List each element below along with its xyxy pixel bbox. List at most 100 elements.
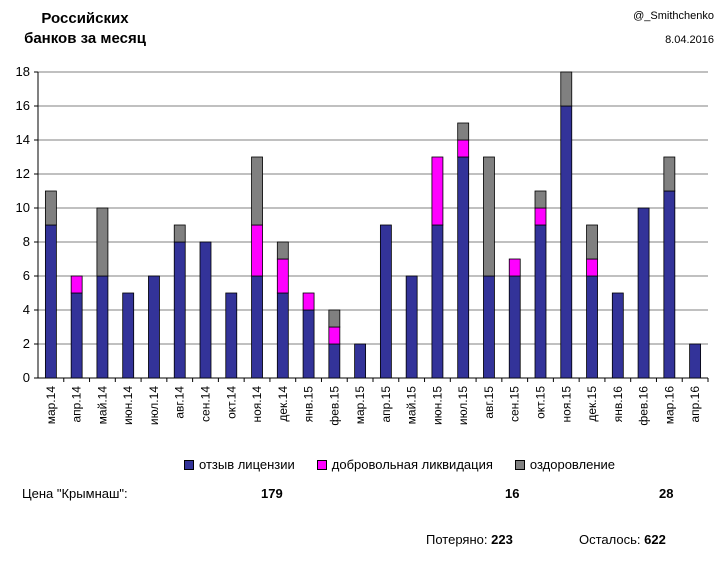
bar-segment (534, 190, 547, 209)
y-tick-label: 10 (16, 200, 30, 215)
x-tick-label: авг.15 (482, 386, 496, 419)
bar-segment (560, 105, 573, 379)
legend-item-recovery: оздоровление (514, 457, 616, 472)
lost-label: Потеряно: (426, 532, 488, 547)
bar-segment (96, 207, 109, 277)
author-handle: @_Smithchenko (633, 10, 714, 22)
chart-date: 8.04.2016 (665, 34, 714, 46)
bar-segment (689, 343, 702, 379)
bar-segment (431, 224, 444, 379)
legend: отзыв лицензии добровольная ликвидация о… (184, 457, 637, 472)
bar-segment (148, 275, 160, 379)
bar-segment (44, 224, 57, 379)
bar-segment (483, 156, 495, 277)
bar-segment (199, 241, 212, 379)
x-tick-label: фев.16 (637, 386, 651, 426)
bar-segment (122, 292, 135, 379)
bar-segment (534, 224, 547, 379)
bar-segment (354, 343, 367, 379)
bar-segment (328, 343, 341, 379)
y-tick-label: 4 (23, 302, 30, 317)
y-tick-label: 2 (23, 336, 30, 351)
bar-segment (173, 224, 186, 243)
x-tick-label: сен.15 (508, 386, 522, 422)
bar-segment (276, 241, 289, 260)
legend-swatch-voluntary (316, 459, 327, 470)
remaining-stat: Осталось: 622 (579, 532, 666, 547)
crimea-label: Цена "Крымнаш": (22, 486, 128, 501)
bar-segment (586, 275, 598, 379)
legend-swatch-license (184, 459, 194, 470)
y-tick-label: 8 (23, 234, 30, 249)
bar-segment (586, 224, 598, 260)
x-tick-label: ноя.14 (250, 386, 264, 423)
bar-segment (611, 292, 624, 379)
bar-segment (225, 292, 238, 379)
bar-segment (405, 275, 418, 379)
chart-title-line2: банков за месяц (24, 30, 146, 47)
x-tick-label: ноя.15 (559, 386, 573, 423)
y-tick-label: 0 (23, 370, 30, 385)
y-tick-label: 16 (16, 98, 30, 113)
x-tick-label: июн.14 (121, 386, 135, 425)
x-tick-label: апр.14 (70, 386, 84, 423)
bar-segment (70, 292, 83, 379)
bar-segment (251, 224, 263, 277)
bar-segment (70, 275, 83, 294)
bar-segment (44, 190, 57, 226)
x-tick-label: мар.15 (353, 386, 367, 425)
x-tick-label: янв.16 (611, 386, 625, 423)
x-tick-label: июл.15 (456, 386, 470, 425)
x-tick-label: дек.14 (276, 386, 290, 422)
bar-segment (173, 241, 186, 379)
x-tick-label: фев.15 (327, 386, 341, 426)
legend-swatch-recovery (514, 459, 525, 470)
bar-segment (302, 292, 315, 311)
bar-segment (328, 309, 341, 328)
x-tick-label: апр.16 (688, 386, 702, 423)
bar-segment (251, 156, 263, 226)
x-tick-label: май.15 (405, 386, 419, 425)
bar-segment (302, 309, 315, 379)
bar-segment (457, 156, 470, 379)
bar-segment (663, 190, 676, 379)
legend-label-recovery: оздоровление (529, 457, 616, 472)
legend-item-license: отзыв лицензии (184, 457, 295, 472)
chart-title: Российских банков за месяц (10, 9, 160, 49)
bar-segment (663, 156, 676, 192)
y-tick-label: 12 (16, 166, 30, 181)
remaining-label: Осталось: (579, 532, 641, 547)
bar-segment (96, 275, 109, 379)
x-tick-label: окт.14 (224, 386, 238, 419)
bar-segment (560, 71, 573, 107)
bar-segment (457, 139, 470, 158)
crimea-recovery-value: 28 (659, 486, 674, 501)
crimea-voluntary-value: 16 (505, 486, 520, 501)
remaining-value: 622 (644, 532, 666, 547)
x-tick-label: окт.15 (534, 386, 548, 419)
bar-segment (431, 156, 444, 226)
x-tick-label: янв.15 (302, 386, 316, 423)
x-tick-label: июн.15 (430, 386, 444, 425)
bar-segment (586, 258, 598, 277)
x-tick-label: апр.15 (379, 386, 393, 423)
bar-segment (251, 275, 263, 379)
lost-value: 223 (491, 532, 513, 547)
x-tick-label: дек.15 (585, 386, 599, 422)
y-tick-label: 6 (23, 268, 30, 283)
bar-segment (508, 275, 521, 379)
lost-stat: Потеряно: 223 (426, 532, 513, 547)
x-tick-label: май.14 (95, 386, 109, 425)
chart-title-line1: Российских (41, 10, 129, 27)
bar-segment (276, 292, 289, 379)
bar-segment (534, 207, 547, 226)
legend-label-license: отзыв лицензии (199, 457, 295, 472)
x-tick-label: июл.14 (147, 386, 161, 425)
legend-label-voluntary: добровольная ликвидация (331, 457, 493, 472)
legend-item-voluntary: добровольная ликвидация (316, 457, 493, 472)
crimea-license-value: 179 (261, 486, 283, 501)
x-tick-label: мар.14 (44, 386, 58, 425)
bar-segment (637, 207, 650, 379)
x-tick-label: мар.16 (662, 386, 676, 425)
x-tick-label: сен.14 (199, 386, 213, 422)
